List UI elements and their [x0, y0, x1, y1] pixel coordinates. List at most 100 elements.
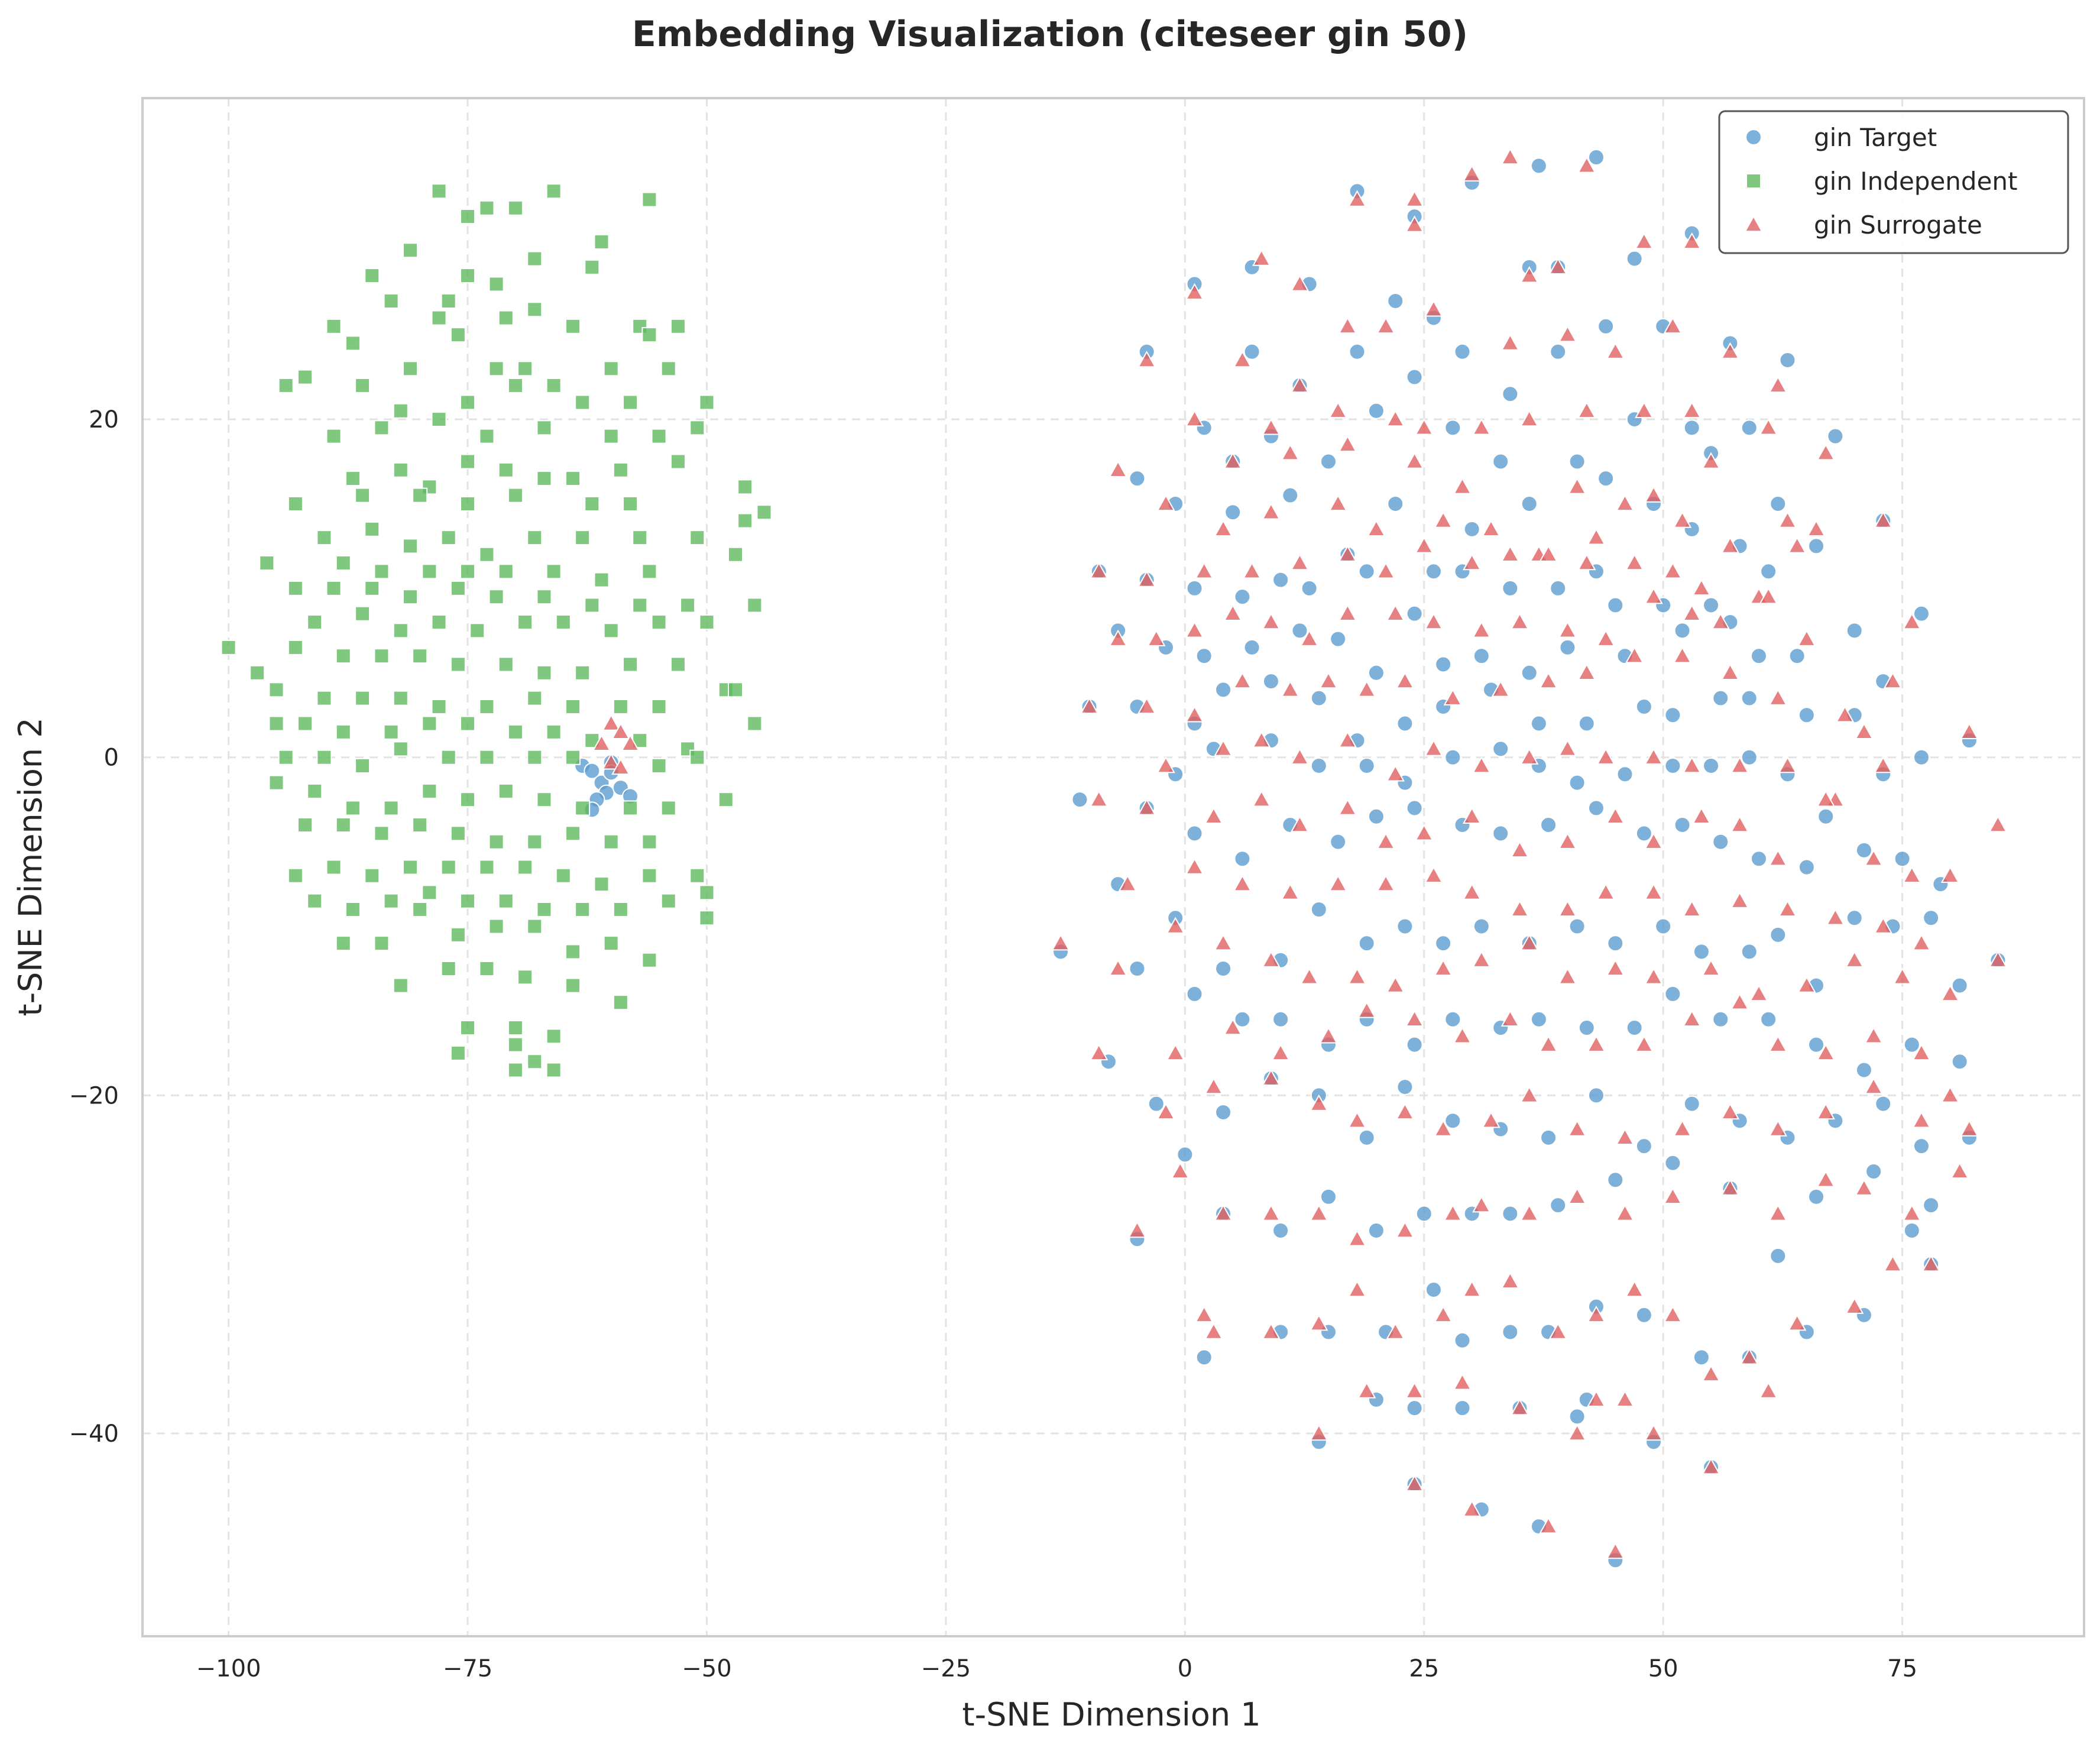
- triangle-point: [1109, 959, 1127, 976]
- triangle-point: [1778, 511, 1797, 528]
- square-point: [641, 564, 657, 580]
- square-point: [546, 183, 562, 199]
- triangle-point: [1252, 249, 1271, 266]
- triangle-point: [1912, 1111, 1931, 1128]
- square-point: [546, 564, 562, 580]
- circle-point: [1502, 1323, 1519, 1341]
- triangle-point: [1874, 511, 1892, 528]
- square-point: [507, 487, 523, 503]
- square-point: [326, 428, 342, 444]
- circle-point: [1903, 1036, 1920, 1053]
- square-point: [488, 276, 504, 292]
- square-point: [756, 504, 772, 520]
- triangle-point: [1185, 410, 1204, 427]
- triangle-point: [1768, 376, 1788, 393]
- triangle-point: [1520, 747, 1539, 765]
- legend: gin Target gin Independent gin Surrogate: [1718, 110, 2069, 254]
- square-point: [527, 251, 543, 267]
- triangle-point: [1462, 164, 1482, 182]
- square-point: [393, 690, 409, 706]
- triangle-point: [1405, 1009, 1424, 1027]
- circle-point: [1770, 495, 1787, 512]
- circle-point: [1875, 1095, 1892, 1112]
- circle-point: [1425, 563, 1442, 580]
- square-point: [546, 377, 562, 393]
- triangle-point: [1567, 1423, 1587, 1441]
- square-point: [345, 901, 361, 917]
- triangle-point: [1310, 1094, 1328, 1111]
- square-point: [699, 394, 715, 410]
- circle-point: [1683, 419, 1700, 436]
- square-point: [632, 597, 648, 613]
- circle-point: [1846, 909, 1863, 927]
- square-point: [307, 614, 323, 630]
- circle-point: [1951, 977, 1968, 994]
- triangle-point: [1376, 832, 1395, 849]
- square-point: [536, 792, 552, 808]
- circle-point: [1540, 1129, 1557, 1146]
- circle-point: [1444, 1011, 1461, 1028]
- square-point: [612, 901, 628, 917]
- triangle-point: [1395, 1102, 1415, 1120]
- circle-point: [1272, 1011, 1289, 1028]
- triangle-point: [1347, 190, 1367, 207]
- y-tick-label: 0: [104, 744, 119, 772]
- triangle-point: [1835, 705, 1855, 723]
- circle-point: [1463, 520, 1480, 538]
- circle-point: [1406, 1036, 1423, 1053]
- triangle-point: [1683, 604, 1702, 621]
- triangle-point: [1864, 849, 1883, 866]
- triangle-point: [1663, 316, 1683, 334]
- square-point: [689, 530, 705, 546]
- triangle-point: [1548, 257, 1567, 275]
- square-point: [479, 859, 495, 875]
- chart-title: Embedding Visualization (citeseer gin 50…: [632, 14, 1468, 55]
- triangle-point: [1310, 1204, 1328, 1221]
- triangle-point: [1673, 511, 1692, 528]
- square-point: [584, 259, 600, 275]
- triangle-point: [1520, 266, 1539, 283]
- triangle-point: [1472, 621, 1491, 638]
- square-point: [422, 885, 438, 901]
- triangle-point: [1711, 612, 1730, 630]
- triangle-point: [1090, 1043, 1109, 1061]
- square-point: [612, 462, 628, 478]
- triangle-point: [1434, 959, 1453, 976]
- triangle-point: [1635, 232, 1654, 250]
- square-point: [287, 867, 303, 883]
- triangle-point: [1730, 891, 1749, 908]
- triangle-point: [1797, 629, 1816, 646]
- circle-point: [1626, 1019, 1643, 1037]
- triangle-point: [1376, 562, 1395, 579]
- triangle-point: [611, 758, 630, 775]
- triangle-point: [1615, 1204, 1635, 1221]
- triangle-point: [1510, 1399, 1529, 1416]
- square-point: [641, 867, 657, 883]
- triangle-point: [1233, 350, 1252, 368]
- circle-point: [1215, 681, 1232, 698]
- square-point: [450, 826, 466, 841]
- triangle-point: [1520, 410, 1539, 427]
- square-point: [460, 496, 476, 512]
- triangle-point: [1625, 1280, 1644, 1297]
- triangle-point: [1415, 824, 1434, 841]
- triangle-point: [1462, 553, 1482, 571]
- square-point: [479, 960, 495, 976]
- x-tick-label: −100: [196, 1655, 261, 1682]
- triangle-point: [1720, 1102, 1740, 1120]
- square-point: [670, 656, 686, 672]
- triangle-point: [1883, 672, 1903, 689]
- circle-point: [1635, 698, 1652, 715]
- circle-point: [1425, 1281, 1442, 1299]
- triangle-point: [1462, 1500, 1482, 1517]
- triangle-point: [1558, 621, 1577, 638]
- circle-point: [1234, 1011, 1251, 1028]
- square-point: [460, 1020, 476, 1036]
- triangle-point: [1424, 739, 1443, 756]
- square-point: [623, 394, 639, 410]
- circle-point: [1808, 1036, 1825, 1053]
- triangle-point: [1816, 790, 1835, 807]
- circle-point: [1808, 538, 1825, 555]
- triangle-point: [1663, 1187, 1683, 1205]
